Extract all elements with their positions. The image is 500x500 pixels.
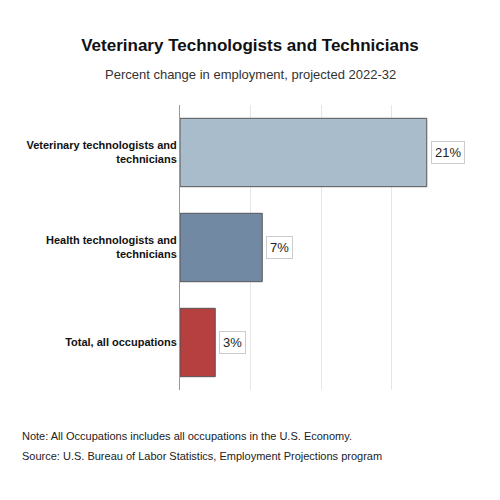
svg-text:Veterinary Technologists and T: Veterinary Technologists and Technicians xyxy=(81,36,419,55)
svg-text:Total, all occupations: Total, all occupations xyxy=(65,336,177,348)
svg-text:3%: 3% xyxy=(223,335,242,350)
svg-text:Source: U.S. Bureau of Labor S: Source: U.S. Bureau of Labor Statistics,… xyxy=(22,450,382,462)
svg-text:Percent change in employment,: Percent change in employment, projected … xyxy=(105,67,396,82)
svg-text:Veterinary technologists andte: Veterinary technologists andtechnicians xyxy=(26,139,176,165)
svg-text:21%: 21% xyxy=(435,145,461,160)
svg-text:7%: 7% xyxy=(270,240,289,255)
svg-text:Health technologists andtechni: Health technologists andtechnicians xyxy=(46,234,177,260)
svg-text:Note: All Occupations includes: Note: All Occupations includes all occup… xyxy=(22,430,352,442)
